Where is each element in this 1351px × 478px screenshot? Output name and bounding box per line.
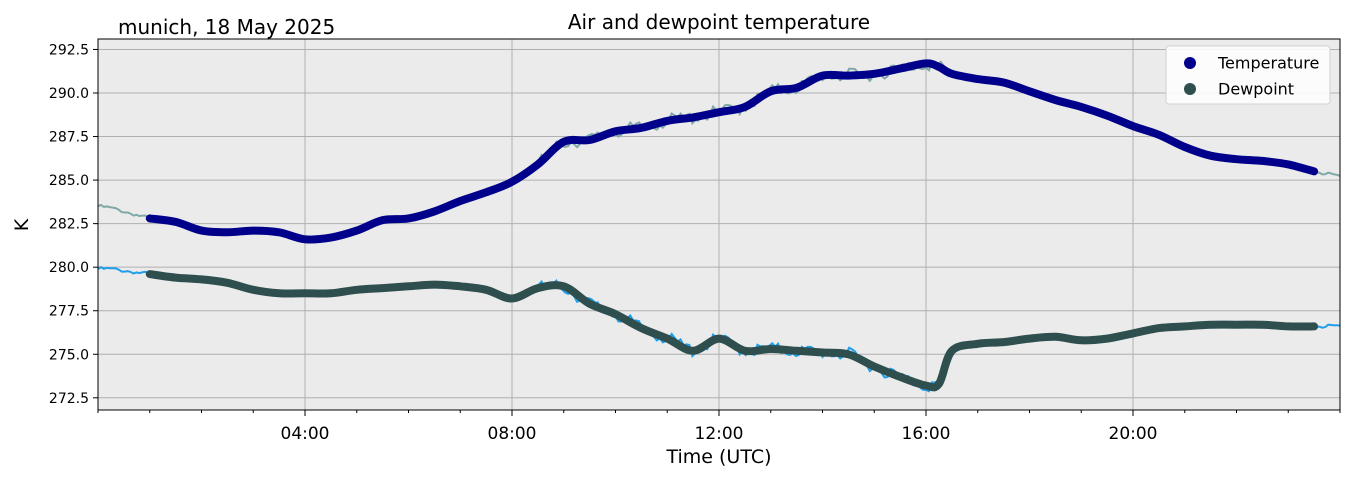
x-tick-label: 20:00 <box>1109 424 1158 444</box>
y-tick-label: 275.0 <box>49 347 89 363</box>
legend-marker-temperature <box>1184 57 1196 69</box>
y-axis-label: K <box>11 218 33 231</box>
x-axis-ticks: 04:00 08:00 12:00 16:00 20:00 <box>97 410 1341 444</box>
chart-subtitle: munich, 18 May 2025 <box>118 15 335 39</box>
smoothed-series-lines <box>145 59 1319 392</box>
y-tick-label: 285.0 <box>49 173 89 189</box>
chart-title: Air and dewpoint temperature <box>568 10 870 34</box>
y-tick-label: 292.5 <box>49 42 89 58</box>
legend-label-dewpoint: Dewpoint <box>1218 80 1294 99</box>
legend: Temperature Dewpoint <box>1165 45 1331 105</box>
x-tick-label: 16:00 <box>902 424 951 444</box>
y-tick-label: 280.0 <box>49 260 89 276</box>
legend-box <box>1165 45 1331 105</box>
series-line-dewpoint <box>145 270 1319 392</box>
y-tick-label: 272.5 <box>49 391 89 407</box>
x-axis-label: Time (UTC) <box>665 446 771 468</box>
y-tick-label: 287.5 <box>49 130 89 146</box>
x-tick-label: 08:00 <box>488 424 537 444</box>
y-tick-label: 277.5 <box>49 304 89 320</box>
series-line-temperature <box>145 59 1319 244</box>
x-tick-label: 12:00 <box>695 424 744 444</box>
y-tick-label: 290.0 <box>49 86 89 102</box>
legend-label-temperature: Temperature <box>1217 54 1319 73</box>
y-axis-ticks: 272.5 275.0 277.5 280.0 282.5 285.0 287.5 290.0… <box>49 42 98 407</box>
y-tick-label: 282.5 <box>49 217 89 233</box>
legend-marker-dewpoint <box>1184 83 1196 95</box>
x-tick-label: 04:00 <box>281 424 330 444</box>
grid-lines <box>98 39 1340 410</box>
